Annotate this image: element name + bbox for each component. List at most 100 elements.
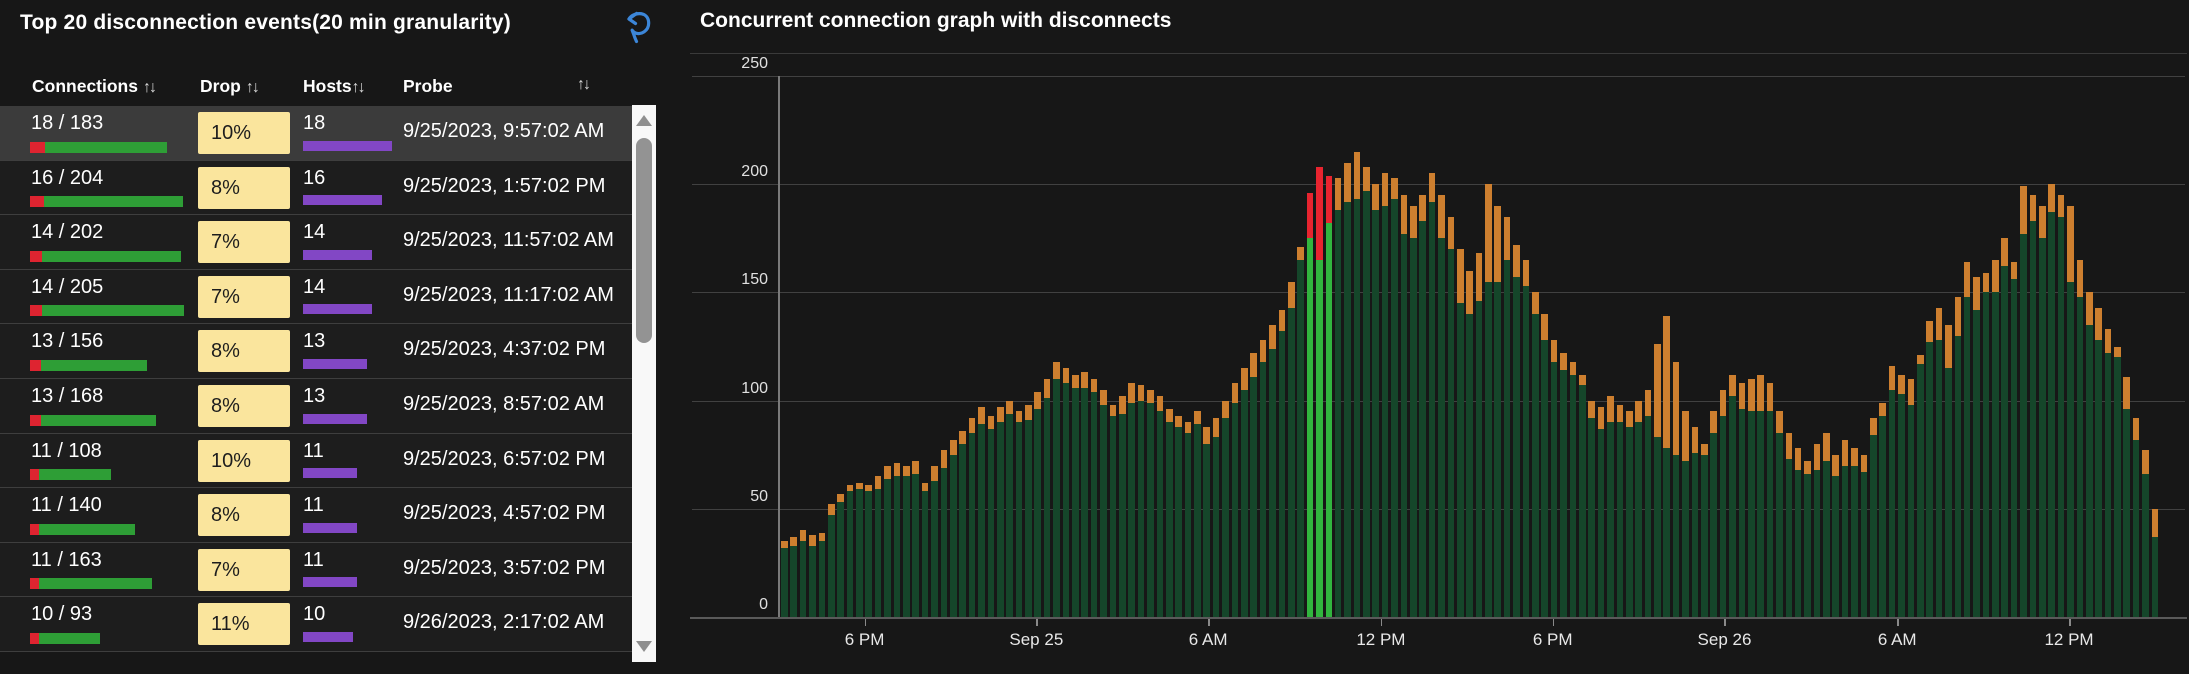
- chart-bar[interactable]: [1334, 177, 1342, 617]
- chart-bar[interactable]: [1297, 246, 1304, 617]
- chart-bar[interactable]: [2095, 307, 2102, 617]
- chart-bar[interactable]: [959, 430, 966, 617]
- sort-icon[interactable]: ↑↓: [245, 79, 260, 96]
- chart-bar[interactable]: [1025, 404, 1032, 617]
- reset-zoom-button[interactable]: [618, 6, 658, 50]
- chart-bar[interactable]: [2010, 262, 2018, 617]
- chart-bar[interactable]: [1250, 353, 1257, 617]
- chart-bar[interactable]: [1729, 374, 1736, 617]
- chart-bar[interactable]: [1710, 411, 1717, 617]
- chart-bar[interactable]: [1719, 389, 1727, 617]
- chart-bar[interactable]: [1353, 151, 1361, 617]
- chart-bar[interactable]: [837, 493, 844, 617]
- chart-bar[interactable]: [1682, 411, 1689, 617]
- chart-bar[interactable]: [2038, 205, 2046, 617]
- scrollbar-thumb[interactable]: [636, 138, 652, 343]
- chart-bar[interactable]: [1015, 411, 1023, 617]
- chart-bar[interactable]: [1363, 166, 1370, 617]
- chart-bar[interactable]: [809, 534, 816, 617]
- chart-bar[interactable]: [1794, 448, 1802, 617]
- chart-bar[interactable]: [790, 536, 797, 617]
- chart-bar[interactable]: [2142, 450, 2149, 617]
- chart-bar[interactable]: [1409, 205, 1417, 617]
- column-header-connections[interactable]: Connections ↑↓: [32, 76, 157, 97]
- chart-bar[interactable]: [1456, 249, 1464, 617]
- chart-bar[interactable]: [1175, 415, 1182, 617]
- chart-bar[interactable]: [2151, 508, 2159, 617]
- chart-bar[interactable]: [931, 465, 938, 617]
- chart-bar[interactable]: [1522, 259, 1530, 617]
- chart-bar[interactable]: [1560, 353, 1567, 617]
- chart-bar[interactable]: [2057, 195, 2065, 617]
- chart-bar[interactable]: [1137, 385, 1145, 617]
- chart-bar[interactable]: [2123, 376, 2131, 617]
- scroll-down-icon[interactable]: [636, 641, 652, 652]
- chart-bar-selected[interactable]: [1325, 175, 1333, 617]
- column-header-hosts[interactable]: Hosts↑↓: [303, 76, 366, 97]
- chart-bar[interactable]: [865, 485, 873, 617]
- chart-bar[interactable]: [1503, 216, 1511, 617]
- chart-bar[interactable]: [1034, 391, 1042, 617]
- chart-bar[interactable]: [1428, 173, 1436, 617]
- chart-bar[interactable]: [1184, 422, 1192, 617]
- chart-bar[interactable]: [1963, 262, 1971, 617]
- chart-bar[interactable]: [1804, 461, 1811, 617]
- chart-bar[interactable]: [978, 407, 985, 617]
- chart-bar[interactable]: [1231, 383, 1239, 617]
- chart-bar[interactable]: [912, 461, 920, 617]
- column-header-drop[interactable]: Drop ↑↓: [200, 76, 260, 97]
- chart-bar[interactable]: [1513, 244, 1520, 617]
- chart-bar[interactable]: [940, 450, 948, 617]
- chart-bar[interactable]: [893, 463, 901, 617]
- chart-bar[interactable]: [996, 407, 1004, 617]
- chart-bar[interactable]: [2132, 417, 2140, 617]
- chart-bar[interactable]: [1475, 253, 1483, 617]
- column-header-probe[interactable]: Probe: [403, 76, 453, 97]
- chart-bar[interactable]: [1654, 344, 1661, 617]
- chart-bar[interactable]: [1625, 411, 1633, 617]
- table-row[interactable]: 13 / 156 8% 13 9/25/2023, 4:37:02 PM: [0, 324, 632, 379]
- table-row[interactable]: 11 / 108 10% 11 9/25/2023, 6:57:02 PM: [0, 433, 632, 489]
- chart-bar[interactable]: [1419, 195, 1426, 617]
- scroll-up-icon[interactable]: [636, 115, 652, 126]
- chart-bar-selected[interactable]: [1316, 166, 1323, 617]
- chart-bar[interactable]: [1241, 368, 1248, 617]
- table-row[interactable]: 10 / 93 11% 10 9/26/2023, 2:17:02 AM: [0, 597, 632, 652]
- chart-bar[interactable]: [874, 476, 882, 617]
- chart-bar[interactable]: [2020, 186, 2027, 617]
- chart-bar[interactable]: [1081, 372, 1088, 617]
- chart-bar[interactable]: [1813, 443, 1821, 617]
- chart-bar[interactable]: [1757, 374, 1764, 617]
- chart-bar[interactable]: [1372, 184, 1380, 617]
- chart-bar[interactable]: [1269, 324, 1276, 617]
- chart-bar[interactable]: [1128, 383, 1135, 617]
- chart-bar[interactable]: [1935, 307, 1943, 617]
- chart-bar[interactable]: [921, 482, 929, 617]
- chart-bar[interactable]: [1982, 272, 1990, 617]
- chart-bar[interactable]: [1391, 177, 1398, 617]
- chart-bar[interactable]: [1400, 195, 1408, 617]
- chart-bar[interactable]: [1945, 324, 1952, 617]
- chart-bar[interactable]: [1156, 396, 1164, 617]
- table-scrollbar[interactable]: [632, 105, 656, 662]
- chart-bar[interactable]: [1672, 361, 1680, 617]
- chart-bar[interactable]: [1438, 195, 1445, 617]
- chart-bar[interactable]: [846, 485, 854, 617]
- chart-bar[interactable]: [1485, 184, 1492, 617]
- chart-bar[interactable]: [1832, 454, 1840, 617]
- chart-bar[interactable]: [856, 482, 863, 617]
- chart-bar[interactable]: [1607, 396, 1614, 617]
- chart-bar[interactable]: [1006, 400, 1013, 617]
- chart-bar[interactable]: [1569, 361, 1577, 617]
- chart-bar[interactable]: [884, 465, 891, 617]
- sort-icon[interactable]: ↑↓: [142, 79, 157, 96]
- table-row[interactable]: 16 / 204 8% 16 9/25/2023, 1:57:02 PM: [0, 160, 632, 216]
- chart-bar[interactable]: [1118, 396, 1126, 617]
- chart-bar[interactable]: [1776, 411, 1783, 617]
- chart-bar[interactable]: [1062, 368, 1070, 617]
- chart-bar[interactable]: [799, 530, 807, 617]
- chart-bar[interactable]: [1841, 439, 1849, 617]
- chart-bar[interactable]: [1109, 404, 1117, 617]
- chart-bar[interactable]: [1879, 402, 1886, 617]
- chart-bar[interactable]: [1053, 361, 1060, 617]
